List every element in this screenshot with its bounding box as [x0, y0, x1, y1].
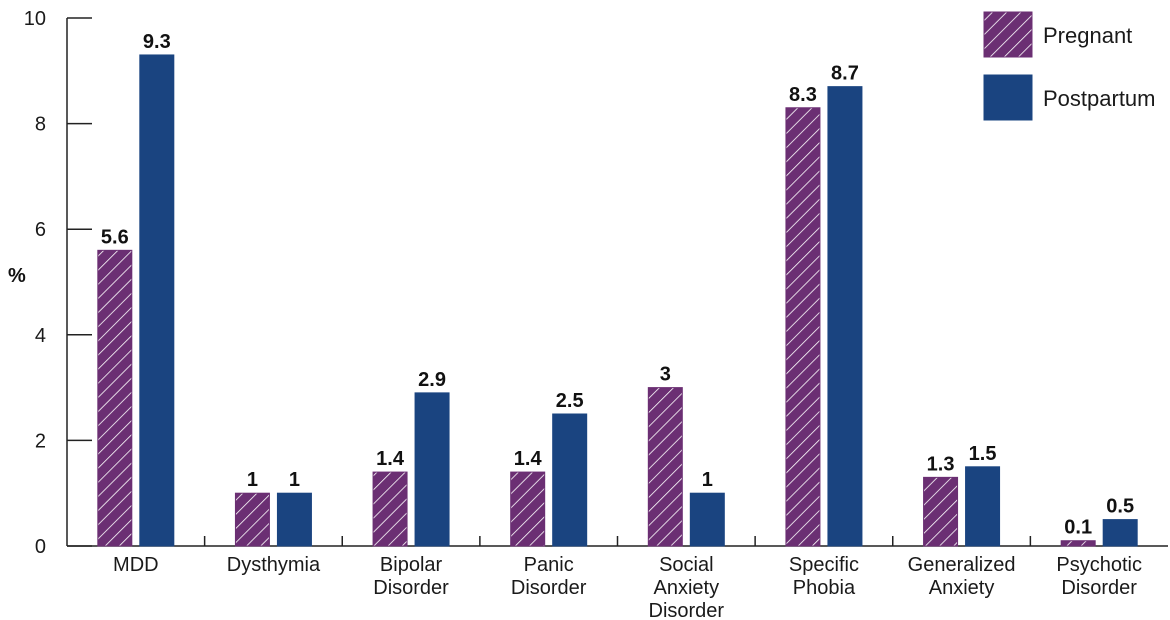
- data-label: 1.5: [969, 443, 997, 465]
- data-label: 0.5: [1106, 496, 1134, 518]
- data-label: 1: [247, 469, 258, 491]
- data-label: 1.4: [514, 448, 543, 470]
- data-label: 8.3: [789, 84, 817, 106]
- y-tick-label: 6: [35, 219, 46, 241]
- value-labels: 5.6 9.3 1 1 1.4 2.9 1.4 2.5 3 1 8.3 8.7 1.3 1.5 0.1 0.5: [101, 31, 1134, 539]
- bar-pregnant: [785, 107, 821, 547]
- y-tick-label: 0: [35, 536, 46, 558]
- x-tick-label: Dysthymia: [227, 554, 321, 576]
- x-tick-label: Generalized Anxiety: [908, 554, 1016, 599]
- data-label: 3: [660, 364, 671, 386]
- axes: 0 2 4 6 8 10% MDD Dysthymia Bipolar Disorder Panic…: [8, 8, 1168, 620]
- bar-postpartum: [1102, 519, 1138, 547]
- x-tick-label: Panic Disorder: [511, 554, 587, 599]
- bar-postpartum: [552, 413, 588, 547]
- bar-pregnant: [923, 476, 959, 547]
- data-label: 2.9: [418, 369, 446, 391]
- legend-label: Pregnant: [1043, 23, 1132, 48]
- data-label: 1.4: [376, 448, 405, 470]
- bar-postpartum: [689, 492, 725, 547]
- data-label: 1: [289, 469, 300, 491]
- bar-postpartum: [965, 466, 1001, 547]
- x-tick-label: MDD: [113, 554, 159, 576]
- legend-swatch-postpartum: [983, 74, 1033, 121]
- data-label: 0.1: [1064, 517, 1092, 539]
- bar-postpartum: [414, 392, 450, 547]
- legend-label: Postpartum: [1043, 86, 1156, 111]
- bar-pregnant: [234, 492, 270, 547]
- y-tick-label: 4: [35, 325, 46, 347]
- bars: [97, 54, 1138, 547]
- y-tick-label: 10: [24, 8, 46, 30]
- data-label: 1.3: [927, 453, 955, 475]
- x-tick-label: Psychotic Disorder: [1056, 554, 1142, 599]
- data-label: 9.3: [143, 31, 171, 53]
- data-label: 1: [702, 469, 713, 491]
- x-tick-label: Specific Phobia: [789, 554, 859, 599]
- bar-postpartum: [276, 492, 312, 547]
- x-tick-label: Bipolar Disorder: [373, 554, 449, 599]
- bar-pregnant: [1060, 540, 1096, 547]
- bar-pregnant: [372, 471, 408, 547]
- legend: Pregnant Postpartum: [983, 11, 1156, 121]
- x-tick-label: Social Anxiety Disorder: [649, 554, 725, 620]
- y-tick-label: 8: [35, 114, 46, 136]
- bar-pregnant: [510, 471, 546, 547]
- bar-postpartum: [827, 86, 863, 547]
- y-axis-label: %: [8, 265, 26, 287]
- bar-pregnant: [647, 387, 683, 547]
- y-tick-label: 2: [35, 430, 46, 452]
- bar-postpartum: [139, 54, 175, 547]
- bar-pregnant: [97, 249, 133, 547]
- legend-swatch-pregnant: [983, 11, 1033, 58]
- data-label: 5.6: [101, 226, 129, 248]
- data-label: 8.7: [831, 63, 859, 85]
- data-label: 2.5: [556, 390, 584, 412]
